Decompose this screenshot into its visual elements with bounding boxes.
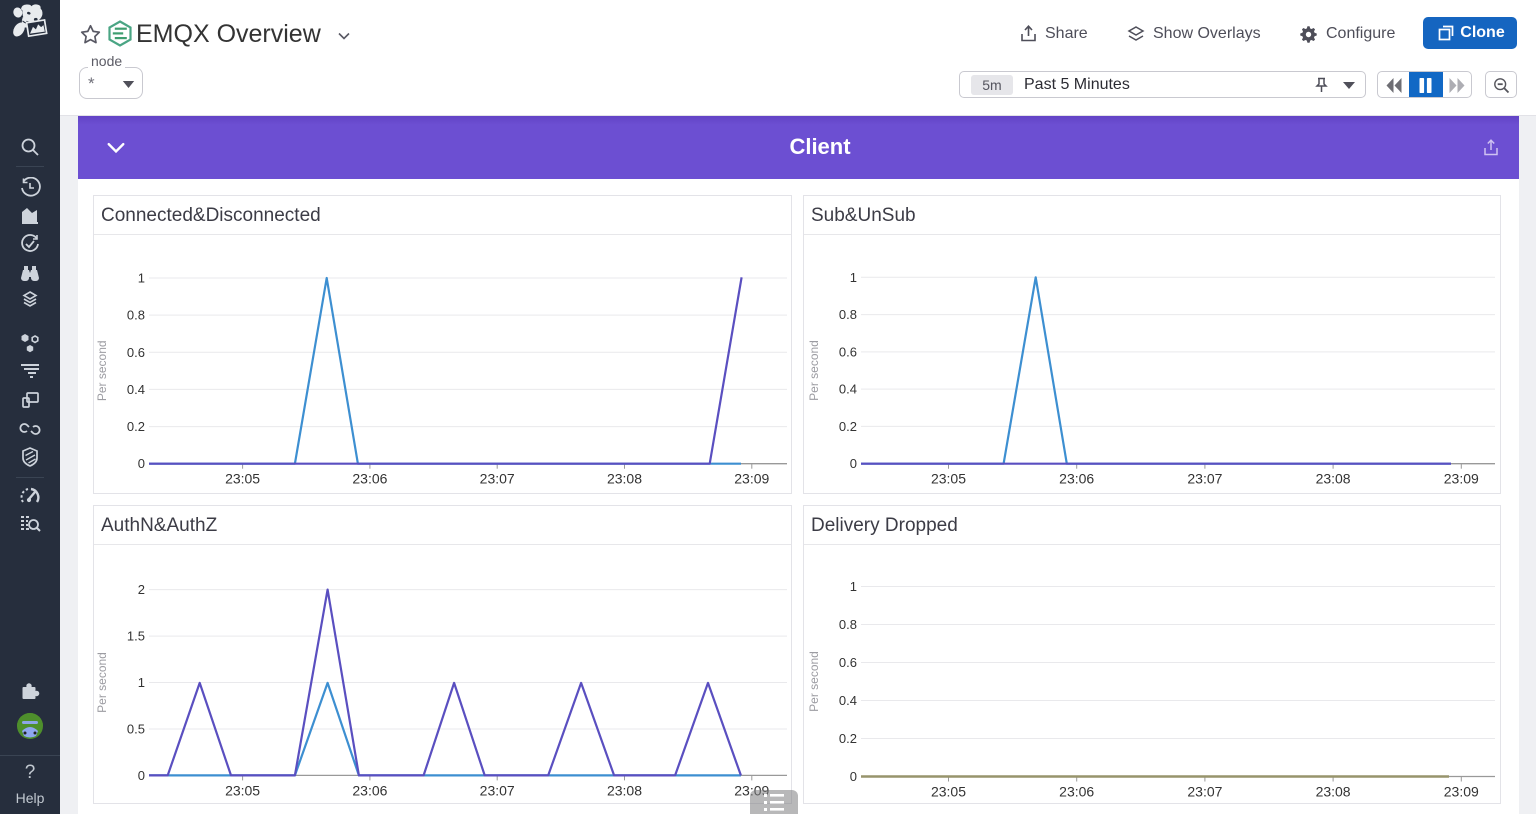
svg-text:23:09: 23:09 — [1444, 471, 1479, 487]
svg-text:23:08: 23:08 — [1316, 471, 1351, 487]
svg-text:1.5: 1.5 — [127, 629, 145, 644]
svg-text:23:07: 23:07 — [1187, 784, 1222, 800]
svg-text:1: 1 — [850, 579, 857, 594]
svg-text:23:05: 23:05 — [225, 471, 260, 487]
svg-text:Per second: Per second — [807, 340, 821, 401]
svg-text:23:06: 23:06 — [1059, 784, 1094, 800]
svg-text:1: 1 — [138, 675, 145, 690]
svg-text:0: 0 — [138, 768, 145, 783]
svg-text:23:06: 23:06 — [352, 471, 387, 487]
svg-text:23:07: 23:07 — [480, 782, 515, 798]
svg-text:0.4: 0.4 — [839, 693, 857, 708]
svg-text:23:09: 23:09 — [1444, 784, 1479, 800]
svg-text:23:05: 23:05 — [225, 782, 260, 798]
svg-text:0: 0 — [850, 456, 857, 471]
svg-text:0.2: 0.2 — [839, 731, 857, 746]
svg-text:0: 0 — [138, 456, 145, 471]
svg-text:0.4: 0.4 — [127, 382, 145, 397]
svg-text:23:05: 23:05 — [931, 784, 966, 800]
svg-text:23:08: 23:08 — [1316, 784, 1351, 800]
svg-text:0.8: 0.8 — [127, 308, 145, 323]
svg-text:0: 0 — [850, 769, 857, 784]
svg-text:0.2: 0.2 — [127, 419, 145, 434]
svg-text:23:07: 23:07 — [480, 471, 515, 487]
svg-text:23:06: 23:06 — [1059, 471, 1094, 487]
svg-text:0.6: 0.6 — [839, 655, 857, 670]
svg-text:23:08: 23:08 — [607, 782, 642, 798]
svg-text:23:09: 23:09 — [734, 471, 769, 487]
svg-text:1: 1 — [138, 271, 145, 286]
svg-text:Per second: Per second — [95, 652, 109, 713]
svg-text:0.8: 0.8 — [839, 307, 857, 322]
svg-text:Per second: Per second — [95, 340, 109, 401]
svg-text:0.4: 0.4 — [839, 382, 857, 397]
svg-text:0.6: 0.6 — [127, 345, 145, 360]
svg-text:23:05: 23:05 — [931, 471, 966, 487]
svg-text:Per second: Per second — [807, 651, 821, 712]
svg-text:2: 2 — [138, 582, 145, 597]
svg-text:23:08: 23:08 — [607, 471, 642, 487]
svg-text:0.6: 0.6 — [839, 344, 857, 359]
svg-text:23:06: 23:06 — [352, 782, 387, 798]
svg-text:0.2: 0.2 — [839, 419, 857, 434]
svg-text:0.5: 0.5 — [127, 721, 145, 736]
svg-text:1: 1 — [850, 270, 857, 285]
svg-text:0.8: 0.8 — [839, 617, 857, 632]
svg-text:23:07: 23:07 — [1187, 471, 1222, 487]
